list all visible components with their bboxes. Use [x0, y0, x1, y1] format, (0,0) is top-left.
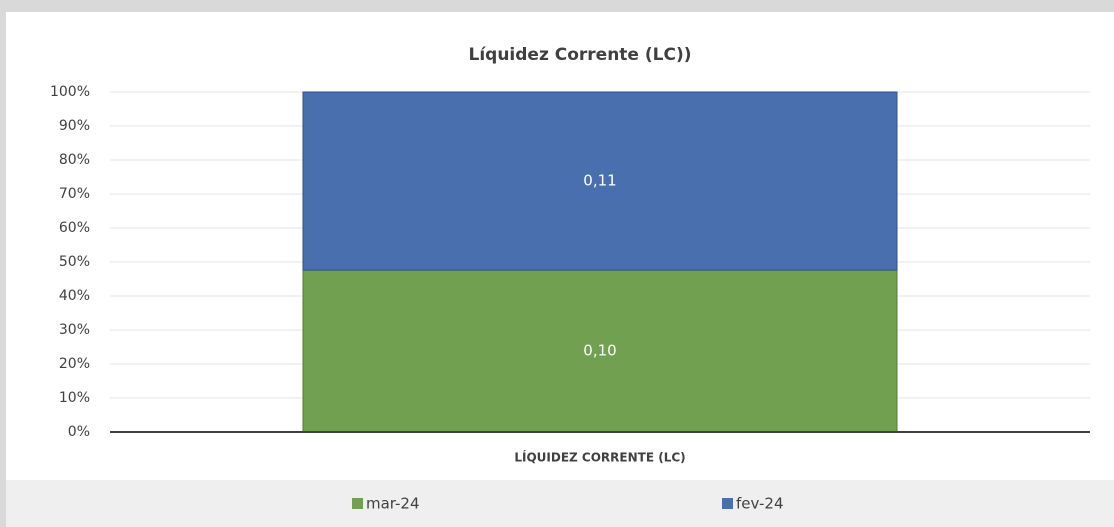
bar-segment: [302, 91, 898, 271]
y-tick-label: 50%: [59, 254, 90, 270]
y-tick-label: 10%: [59, 390, 90, 406]
y-tick-label: 60%: [59, 220, 90, 236]
y-tick-label: 30%: [59, 322, 90, 338]
y-tick-label: 40%: [59, 288, 90, 304]
legend-label: mar-24: [366, 495, 420, 513]
y-tick-label: 0%: [68, 424, 90, 440]
x-tick-label: LÍQUIDEZ CORRENTE (LC): [514, 450, 685, 465]
data-label: 0,11: [583, 172, 616, 190]
legend-swatch: [722, 498, 733, 509]
legend-label: fev-24: [736, 495, 783, 513]
y-tick-label: 90%: [59, 118, 90, 134]
chart-title: Líquidez Corrente (LC)): [468, 45, 691, 65]
legend-band: [6, 480, 1114, 527]
y-tick-label: 100%: [50, 84, 90, 100]
legend-swatch: [352, 498, 363, 509]
y-tick-label: 20%: [59, 356, 90, 372]
y-tick-label: 80%: [59, 152, 90, 168]
y-tick-label: 70%: [59, 186, 90, 202]
data-label: 0,10: [583, 342, 616, 360]
bar-segment: [302, 269, 898, 433]
